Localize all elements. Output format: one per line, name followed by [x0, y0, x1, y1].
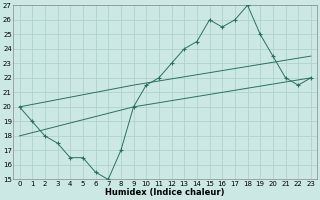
X-axis label: Humidex (Indice chaleur): Humidex (Indice chaleur) [106, 188, 225, 197]
